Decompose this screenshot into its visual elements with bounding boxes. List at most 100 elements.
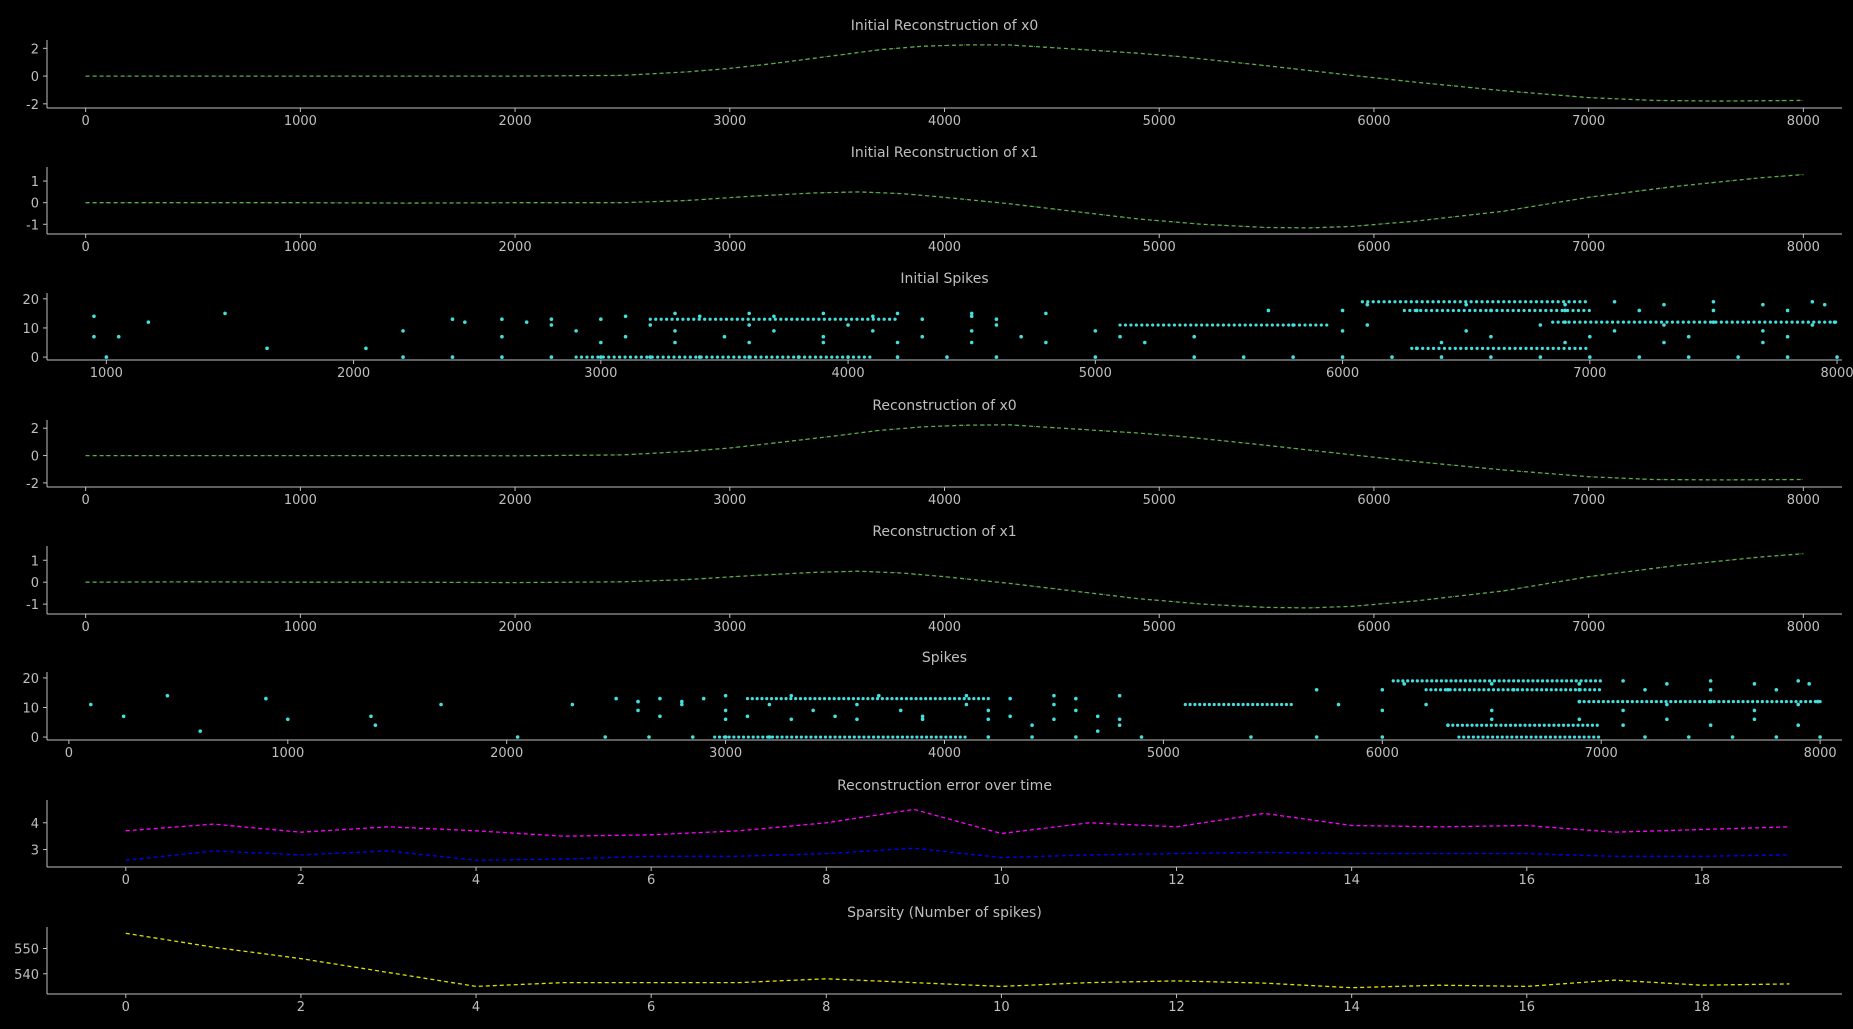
spike-point	[1625, 699, 1630, 704]
spike-point	[967, 697, 971, 701]
y-tick-label: -1	[26, 218, 39, 233]
series-line-overlay	[85, 424, 1804, 481]
spike-point	[1536, 679, 1540, 683]
spike-point	[929, 735, 933, 739]
spike-point	[1420, 300, 1424, 304]
spike-point	[1678, 699, 1683, 704]
spike-point	[766, 735, 770, 739]
spike-point	[1475, 346, 1479, 350]
spike-point	[656, 355, 660, 359]
spike-point	[1438, 688, 1443, 692]
spike-point	[1480, 346, 1485, 350]
x-tick-label: 18	[1694, 873, 1711, 888]
spike-point	[1635, 699, 1639, 704]
spike-point	[1424, 308, 1428, 313]
spike-point	[835, 355, 839, 359]
spike-point	[703, 317, 707, 321]
spike-point	[1287, 323, 1291, 327]
spike-point	[146, 320, 151, 324]
spike-point	[1489, 308, 1494, 313]
spike-point	[1563, 302, 1567, 307]
spike-point	[599, 355, 603, 359]
spike-point	[639, 355, 643, 359]
spike-point	[1665, 320, 1669, 324]
spike-point	[760, 697, 764, 701]
spike-point	[1447, 300, 1451, 304]
spike-point	[1431, 346, 1436, 350]
spike-point	[870, 329, 875, 333]
spike-point	[1810, 299, 1815, 304]
spike-point	[1393, 300, 1397, 304]
y-tick-label: 0	[31, 576, 39, 591]
spike-point	[1426, 300, 1430, 304]
spike-point	[1413, 308, 1417, 313]
spike-point	[1241, 702, 1245, 707]
spike-point	[986, 717, 991, 722]
spike-point	[938, 697, 942, 701]
x-tick-label: 2000	[499, 114, 532, 129]
spike-point	[1501, 688, 1505, 692]
spike-point	[743, 355, 747, 359]
x-tick-label: 2000	[337, 366, 370, 381]
y-tick-label: 20	[22, 293, 39, 308]
x-tick-label: 5000	[1143, 240, 1176, 255]
spike-point	[1489, 708, 1494, 713]
spike-point	[1266, 308, 1271, 313]
spike-point	[1833, 320, 1838, 324]
x-tick-label: 7000	[1572, 620, 1605, 635]
spike-point	[1714, 320, 1718, 324]
spike-point	[876, 735, 880, 739]
spike-point	[1471, 735, 1475, 739]
spike-point	[1265, 702, 1269, 707]
spike-point	[1561, 723, 1566, 727]
spike-point	[1398, 300, 1403, 304]
spike-point	[1275, 702, 1279, 707]
spike-point	[1314, 323, 1318, 327]
spike-point	[1621, 679, 1625, 683]
spike-point	[1537, 723, 1542, 727]
spike-point	[1562, 346, 1566, 350]
spike-point	[1736, 699, 1740, 704]
spike-point	[1588, 355, 1592, 359]
spike-point	[981, 697, 986, 701]
spike-point	[1823, 320, 1827, 324]
spike-point	[920, 334, 925, 339]
spike-point	[1491, 346, 1495, 350]
chart-title: Reconstruction of x0	[872, 398, 1016, 414]
spike-point	[1583, 688, 1587, 692]
x-tick-label: 4000	[928, 620, 961, 635]
spike-point	[500, 334, 504, 339]
spike-point	[1151, 323, 1155, 327]
spike-point	[949, 735, 953, 739]
spike-point	[1527, 308, 1532, 313]
spike-point	[1340, 355, 1345, 359]
spike-point	[1281, 323, 1285, 327]
spike-point	[1518, 346, 1523, 350]
spike-point	[1686, 735, 1691, 739]
series-line	[125, 932, 1790, 989]
spike-point	[1799, 699, 1803, 704]
spike-point	[1231, 702, 1236, 707]
spike-point	[1360, 300, 1364, 304]
spike-point	[877, 317, 881, 321]
spike-point	[549, 317, 554, 322]
spike-point	[1567, 346, 1572, 350]
spike-point	[708, 317, 712, 321]
spike-point	[648, 317, 652, 321]
spike-point	[723, 708, 728, 713]
spike-point	[1458, 300, 1462, 304]
spike-point	[769, 697, 774, 701]
spike-point	[855, 317, 859, 321]
spike-point	[1529, 300, 1533, 304]
spike-point	[755, 697, 759, 701]
spike-point	[1577, 682, 1582, 686]
spike-point	[1489, 717, 1494, 722]
spike-point	[797, 355, 801, 359]
x-tick-label: 1000	[284, 620, 317, 635]
spike-point	[1129, 323, 1133, 327]
spike-point	[867, 735, 871, 739]
spike-point	[855, 717, 859, 722]
spike-point	[920, 735, 924, 739]
spike-point	[1506, 688, 1510, 692]
spike-point	[1571, 723, 1575, 727]
